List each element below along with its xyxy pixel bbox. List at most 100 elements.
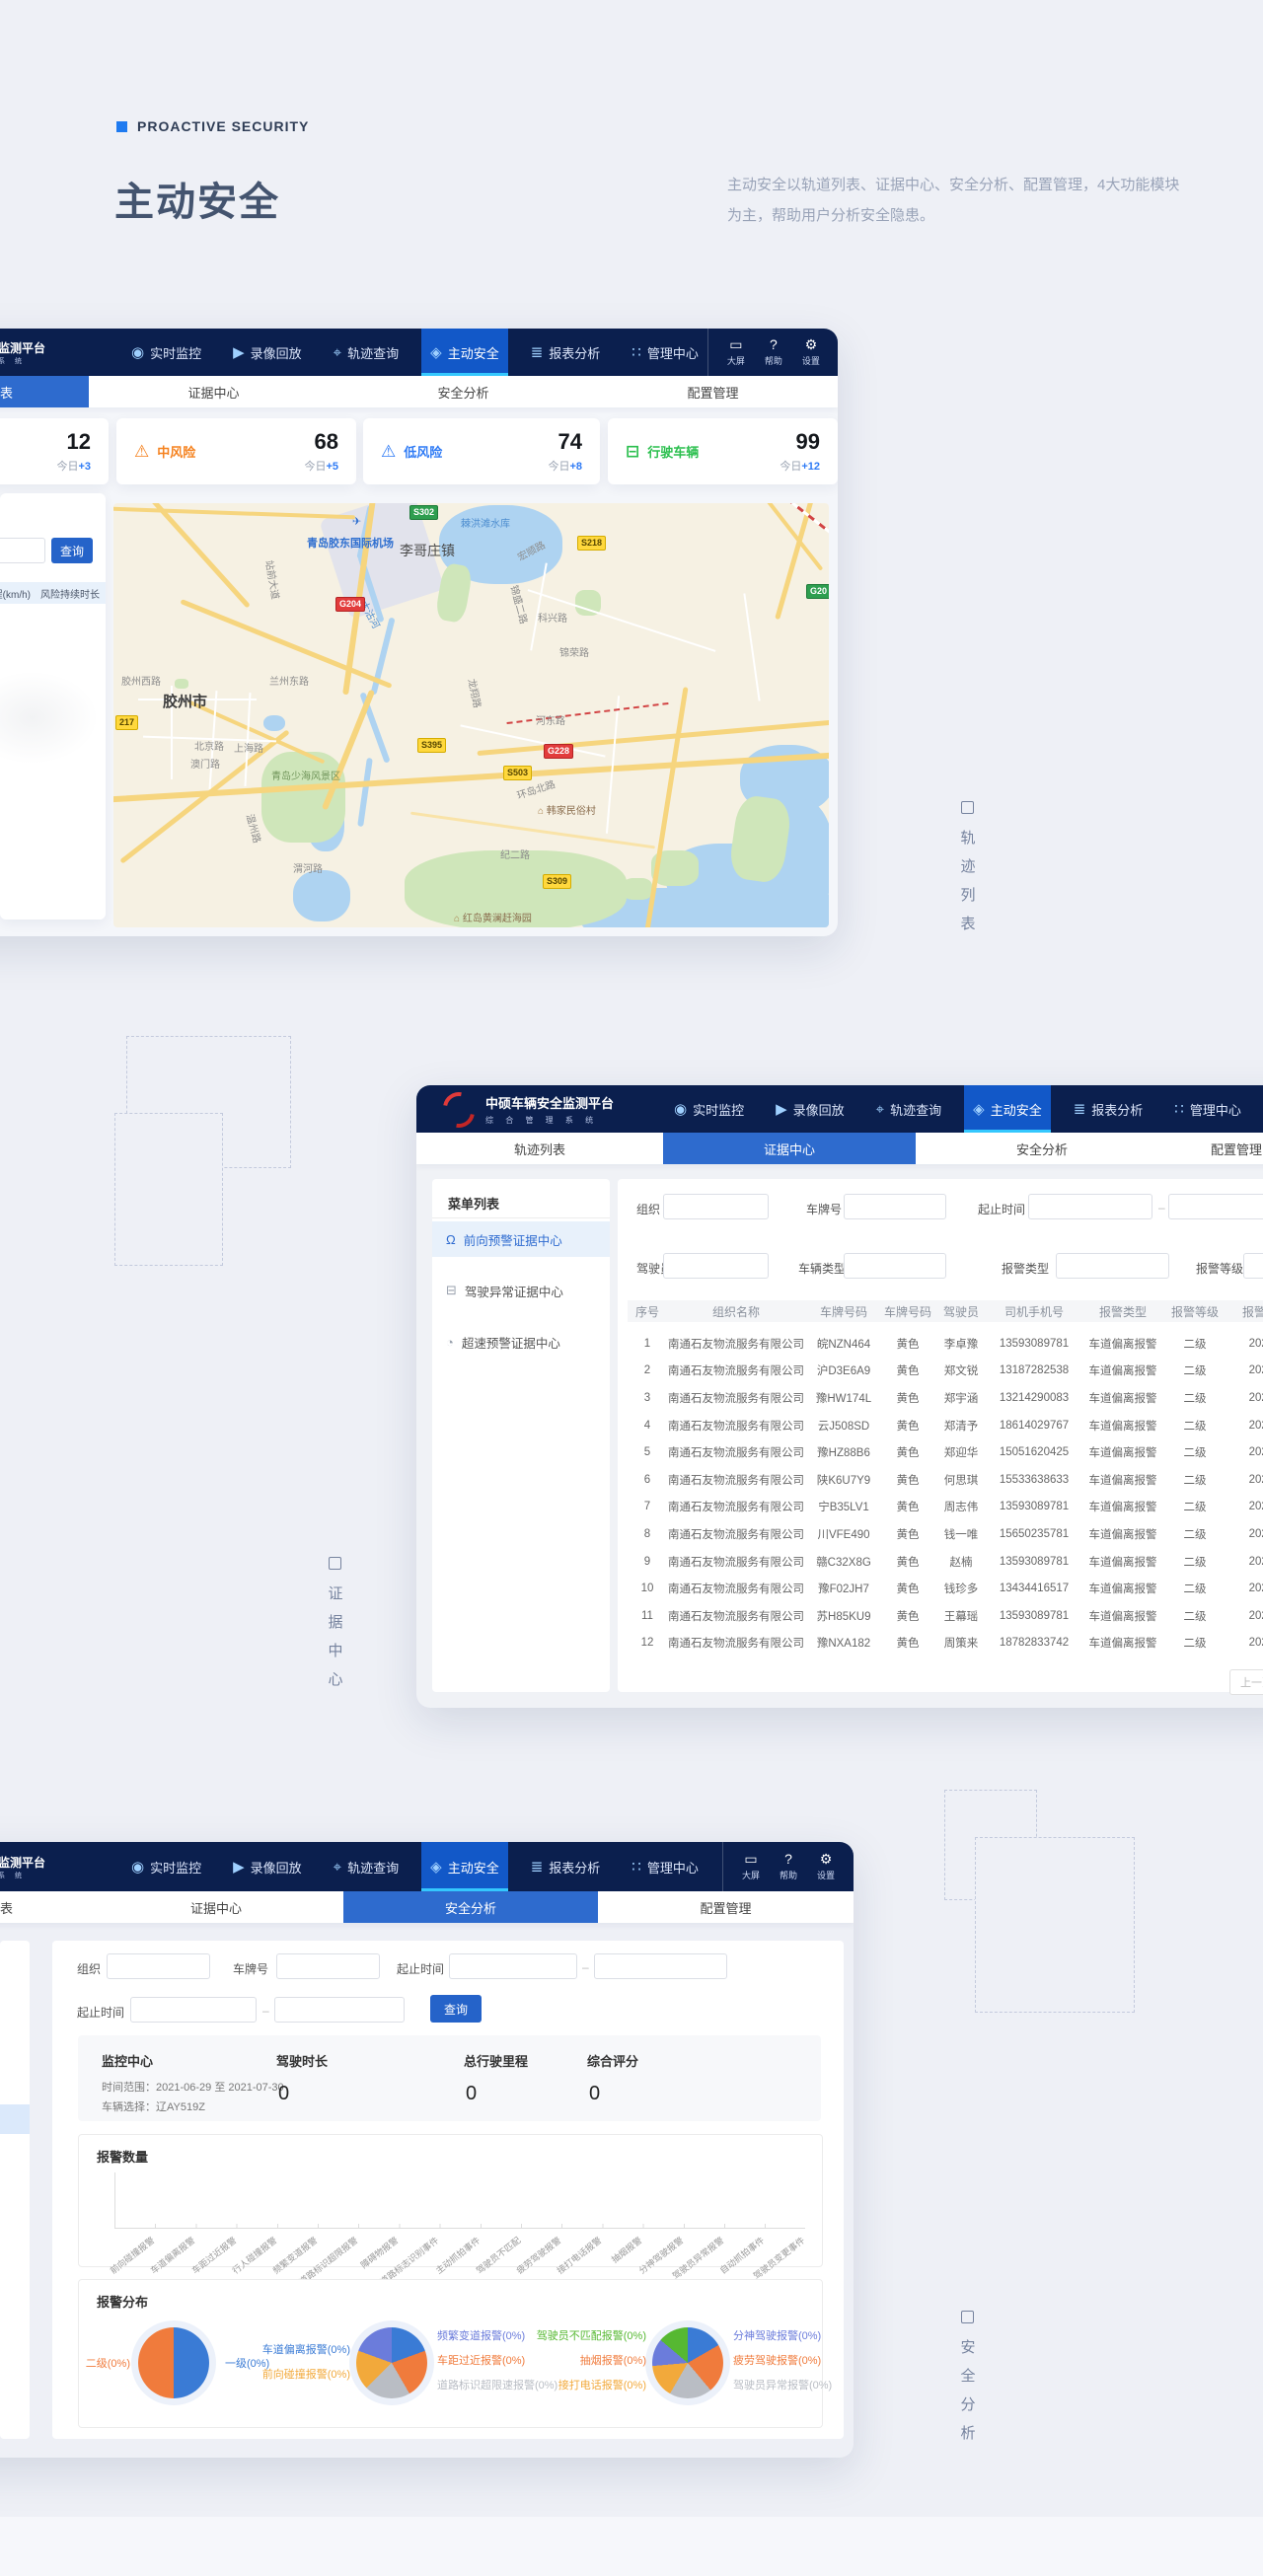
nav-track-query[interactable]: ⌖ 轨迹查询 (875, 1100, 942, 1118)
settings[interactable]: ⚙ 设置 (816, 1851, 835, 1881)
quick-actions: ▭ 大屏 ? 帮助 ⚙ 设置 (722, 1842, 854, 1891)
road-badge: S218 (577, 536, 607, 552)
plate-input[interactable] (844, 1194, 946, 1219)
menu-driving-abnormal-evidence[interactable]: ⊟ 驾驶异常证据中心 (446, 1283, 563, 1299)
track-query-panel: 查询 里程(km/h) 风险持续时长 (0, 493, 106, 920)
table-row[interactable]: 11 南通石友物流服务有限公司 苏H85KU9 黄色 王幕瑶 13593089781 … (641, 1609, 1263, 1623)
map-canvas[interactable]: ✈ 青岛胶东国际机场 李哥庄镇 棘洪滩水库 宏顺路 站前大道 大沽河 锦盛二路 科兴路 锦荣路 胶州… (113, 503, 829, 927)
subtab-safety-analysis[interactable]: 安全分析 (343, 1891, 598, 1923)
evidence-subtabs: 轨迹列表 证据中心 安全分析 配置管理 (416, 1133, 1263, 1164)
alarm-distribution-box: 报警分布 二级(0%) 一级(0%) 车道偏离报警(0%) 前向碰撞报警(0%) … (78, 2279, 832, 2428)
nav-video-playback[interactable]: ▶ 录像回放 (776, 1101, 845, 1118)
subtab-config-management[interactable]: 配置管理 (687, 385, 739, 401)
time-end-input[interactable] (594, 1953, 727, 1979)
table-row[interactable]: 12 南通石友物流服务有限公司 豫NXA182 黄色 周策来 18782833742 … (640, 1637, 1263, 1651)
nav-report-analysis[interactable]: ≣ 报表分析 (530, 344, 601, 361)
nav-realtime-monitor[interactable]: ◉ 实时监控 (131, 344, 202, 361)
subtab-safety-analysis[interactable]: 安全分析 (437, 385, 489, 401)
x-tick-label: 车道偏离报警 (149, 2235, 197, 2276)
table-row[interactable]: 5 南通石友物流服务有限公司 豫HZ88B6 黄色 郑迎华 15051620425 车… (643, 1446, 1263, 1460)
nav-realtime-monitor[interactable]: ◉ 实时监控 (131, 1859, 202, 1876)
map-label: 李哥庄镇 (400, 543, 455, 558)
nav-admin-center[interactable]: ∷ 管理中心 (632, 1859, 699, 1876)
table-row[interactable]: 6 南通石友物流服务有限公司 陕K6U7Y9 黄色 何思琪 15533638633 车… (643, 1473, 1263, 1487)
subtab-track-list[interactable]: 轨迹列表 (513, 1141, 565, 1157)
table-row[interactable]: 4 南通石友物流服务有限公司 云J508SD 黄色 郑清予 18614029767 车… (643, 1419, 1263, 1433)
stat-card: ⊟ 行驶车辆 99 今日+12 (608, 418, 838, 484)
x-tick-label: 车距过近报警 (189, 2235, 238, 2276)
menu-forward-warning-evidence[interactable]: Ω 前向预警证据中心 (432, 1221, 610, 1257)
table-row[interactable]: 3 南通石友物流服务有限公司 豫HW174L 黄色 郑宇涵 13214290083 车… (643, 1391, 1263, 1405)
subtab-evidence-center[interactable]: 证据中心 (189, 1900, 242, 1916)
time2-end-input[interactable] (274, 1997, 405, 2023)
table-row[interactable]: 7 南通石友物流服务有限公司 宁B35LV1 黄色 周志伟 13593089781 车… (643, 1501, 1263, 1514)
table-header-cell: 司机手机号 (1003, 1304, 1064, 1319)
driver-input[interactable] (663, 1253, 769, 1279)
time-start-input[interactable] (449, 1953, 577, 1979)
nav-proactive-security[interactable]: ◈ 主动安全 (964, 1085, 1051, 1133)
nav-video-playback[interactable]: ▶ 录像回放 (233, 344, 302, 361)
nav-realtime-monitor[interactable]: ◉ 实时监控 (674, 1101, 745, 1118)
quick-icon: ⚙ (804, 336, 818, 352)
summary-col: 驾驶时长 0 (276, 2054, 329, 2104)
time2-start-input[interactable] (130, 1997, 257, 2023)
menu-active-fragment[interactable] (0, 2104, 30, 2134)
nav-icon: ≣ (530, 1859, 544, 1876)
time-start-input[interactable] (1028, 1194, 1152, 1219)
nav-video-playback[interactable]: ▶ 录像回放 (233, 1859, 302, 1876)
x-tick-label: 驾驶员不匹配 (474, 2235, 523, 2276)
nav-report-analysis[interactable]: ≣ 报表分析 (1073, 1101, 1144, 1118)
subtab-evidence-center[interactable]: 证据中心 (187, 385, 240, 401)
dashed-decor-box (975, 1837, 1135, 2013)
nav-items: ◉ 实时监控 ▶ 录像回放 ⌖ 轨迹查询 ◈ 主动安全 ≣ 报表分析 ∷ 管理中… (122, 1842, 707, 1891)
track-navbar: 监测平台 系 统 ◉ 实时监控 ▶ 录像回放 ⌖ 轨迹查询 ◈ 主动安全 ≣ 报… (0, 329, 838, 376)
subtab-config-management[interactable]: 配置管理 (1210, 1141, 1262, 1157)
nav-proactive-security[interactable]: ◈ 主动安全 (421, 329, 508, 376)
brand-subtitle: 综 合 管 理 系 统 (485, 1115, 599, 1125)
table-row[interactable]: 10 南通石友物流服务有限公司 豫F02JH7 黄色 钱珍多 13434416517 … (640, 1582, 1263, 1596)
org-input[interactable] (107, 1953, 210, 1979)
nav-track-query[interactable]: ⌖ 轨迹查询 (333, 343, 400, 361)
nav-report-analysis[interactable]: ≣ 报表分析 (530, 1859, 601, 1876)
subtab-evidence-center[interactable]: 证据中心 (663, 1133, 916, 1164)
stat-value: 12 (66, 428, 91, 454)
nav-admin-center[interactable]: ∷ 管理中心 (632, 344, 699, 361)
nav-proactive-security[interactable]: ◈ 主动安全 (421, 1842, 508, 1891)
analysis-subtabs: 轨迹列表 证据中心 安全分析 配置管理 (0, 1891, 854, 1923)
pie3-legend-right: 分神驾驶报警(0%) 疲劳驾驶报警(0%) 驾驶员异常报警(0%) (733, 2330, 833, 2392)
pie1-legend-left: 二级(0%) (85, 2358, 130, 2370)
plate-input[interactable] (276, 1953, 380, 1979)
track-search-input[interactable] (0, 538, 45, 563)
vehicle-type-input[interactable] (844, 1253, 946, 1279)
nav-icon: ▶ (776, 1101, 787, 1118)
nav-icon: ▶ (233, 1859, 245, 1876)
org-input[interactable] (663, 1194, 769, 1219)
pagination-prev-button[interactable]: 上一页 (1229, 1669, 1263, 1695)
subtab-track-list[interactable]: 轨迹列表 (0, 376, 89, 407)
big-screen[interactable]: ▭ 大屏 (726, 336, 745, 367)
big-screen[interactable]: ▭ 大屏 (741, 1851, 760, 1881)
table-row[interactable]: 1 南通石友物流服务有限公司 皖NZN464 黄色 李卓豫 13593089781 车… (643, 1337, 1263, 1351)
track-query-button[interactable]: 查询 (51, 538, 93, 563)
analysis-query-button[interactable]: 查询 (430, 1995, 482, 2023)
alarm-level-input[interactable] (1243, 1253, 1263, 1279)
quick-icon: ? (784, 1851, 792, 1867)
alarm-type-input[interactable] (1056, 1253, 1169, 1279)
menu-overspeed-warning-evidence[interactable]: ◔ 超速预警证据中心 (446, 1334, 560, 1351)
table-row[interactable]: 2 南通石友物流服务有限公司 沪D3E6A9 黄色 郑文锐 13187282538 车… (643, 1364, 1263, 1378)
help[interactable]: ? 帮助 (764, 336, 782, 367)
nav-admin-center[interactable]: ∷ 管理中心 (1174, 1101, 1241, 1118)
nav-track-query[interactable]: ⌖ 轨迹查询 (333, 1858, 400, 1876)
x-tick-label: 分神驾驶报警 (636, 2235, 686, 2276)
road-badge: S503 (503, 766, 533, 781)
subtab-config-management[interactable]: 配置管理 (700, 1900, 752, 1916)
summary-value: 0 (466, 2083, 478, 2104)
table-row[interactable]: 9 南通石友物流服务有限公司 赣C32X8G 黄色 赵楠 13593089781 车道… (643, 1555, 1263, 1569)
help[interactable]: ? 帮助 (779, 1851, 797, 1881)
x-tick-label: 障碍物报警 (359, 2235, 401, 2271)
time-end-input[interactable] (1168, 1194, 1263, 1219)
settings[interactable]: ⚙ 设置 (801, 336, 820, 367)
subtab-safety-analysis[interactable]: 安全分析 (1015, 1141, 1068, 1157)
table-row[interactable]: 8 南通石友物流服务有限公司 川VFE490 黄色 钱一唯 15650235781 车… (643, 1527, 1263, 1541)
subtab-track-list[interactable]: 轨迹列表 (0, 1900, 13, 1916)
